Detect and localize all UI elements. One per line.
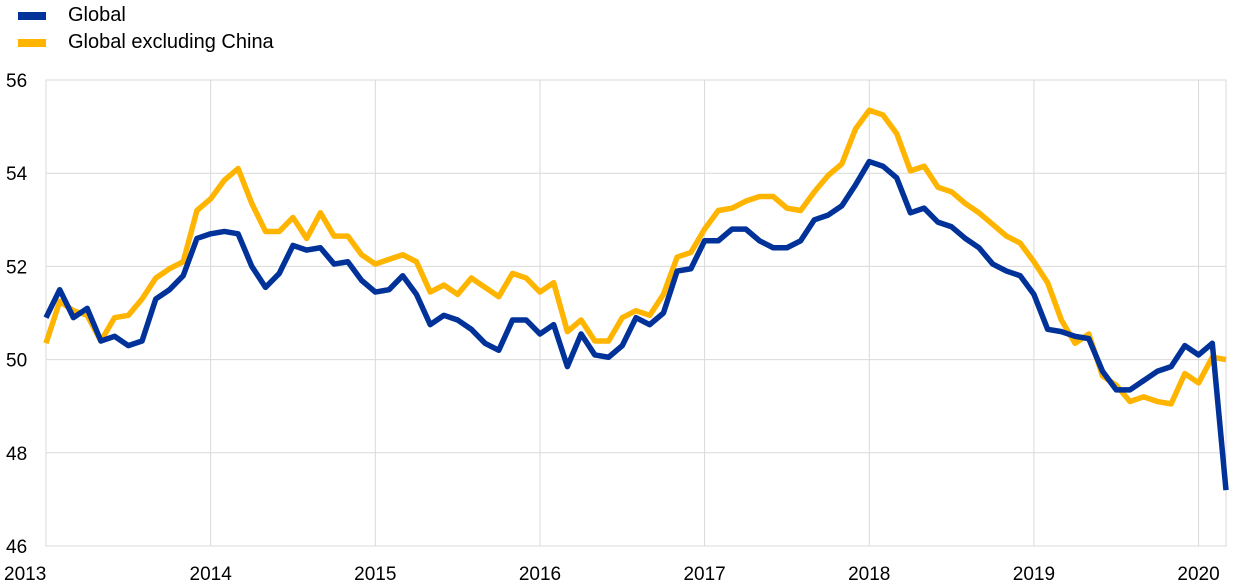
legend-swatch-global-ex-china: [18, 38, 46, 47]
legend-label-global-ex-china: Global excluding China: [68, 31, 274, 53]
x-tick-label: 2019: [1013, 564, 1055, 585]
series-line-global-ex-china: [43, 107, 1227, 407]
legend-item-global-ex-china: Global excluding China: [18, 29, 274, 56]
x-tick-label: 2014: [190, 564, 233, 585]
y-tick-label: 50: [6, 351, 27, 372]
x-tick-label: 2017: [683, 564, 725, 585]
x-tick-label: 2018: [848, 564, 890, 585]
y-tick-label: 46: [6, 537, 27, 558]
legend-label-global: Global: [68, 4, 126, 26]
y-axis-ticks: 46 48 50 52 54 56: [6, 71, 28, 558]
x-tick-label: 2015: [354, 564, 396, 585]
x-tick-label: 2016: [519, 564, 561, 585]
y-tick-label: 56: [6, 71, 27, 92]
y-tick-label: 54: [6, 164, 28, 185]
y-tick-label: 48: [6, 444, 27, 465]
x-tick-label: 2013: [4, 564, 46, 585]
legend: Global Global excluding China: [18, 2, 274, 56]
x-axis-ticks: 2013 2014 2015 2016 2017 2018 2019 2020: [4, 564, 1220, 585]
legend-swatch-global: [18, 11, 46, 20]
x-tick-label: 2020: [1177, 564, 1219, 585]
series-line-global: [43, 158, 1229, 491]
series-lines: [43, 107, 1229, 491]
y-tick-label: 52: [6, 257, 27, 278]
legend-item-global: Global: [18, 2, 274, 29]
grid: [45, 79, 1227, 547]
